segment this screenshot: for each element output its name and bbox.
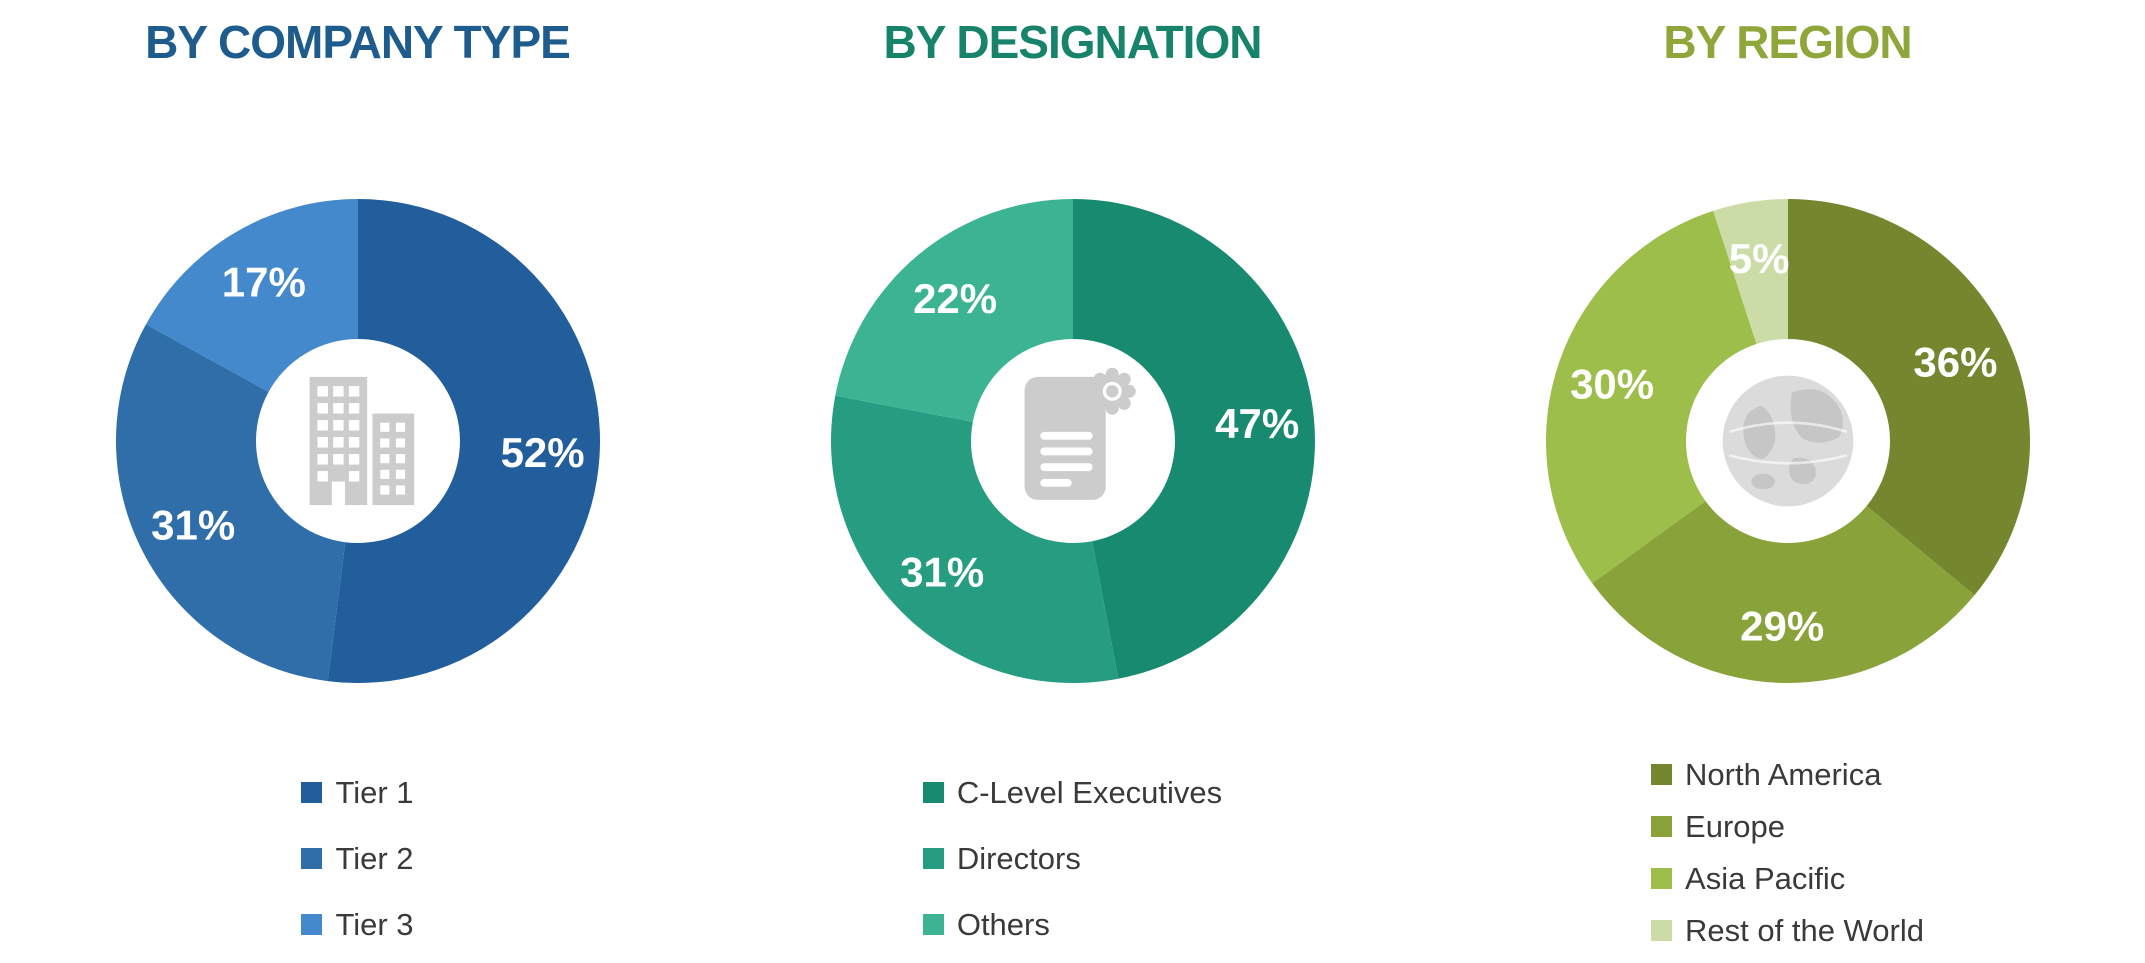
- legend-item-tier-1: Tier 1: [301, 773, 414, 813]
- legend-swatch-rest-of-the-world: [1651, 920, 1673, 942]
- region-legend: North America Europe Asia Pacific Rest of t…: [1651, 755, 1924, 951]
- slice-tier-2: [115, 324, 345, 681]
- slice-label-tier-2: 31%: [151, 501, 235, 548]
- slice-label-others: 22%: [913, 275, 997, 322]
- designation-legend: C-Level Executives Directors Others: [922, 773, 1223, 945]
- legend-label-tier-1: Tier 1: [335, 774, 414, 810]
- slice-label-north-america: 36%: [1913, 339, 1997, 386]
- slice-label-europe: 29%: [1740, 602, 1824, 649]
- slice-europe: [1591, 500, 1974, 683]
- slice-tier-3: [145, 198, 358, 392]
- legend-label-north-america: North America: [1685, 756, 1882, 792]
- company-type-legend: Tier 1 Tier 2 Tier 3: [301, 773, 414, 945]
- region-donut-chart: 36% 29% 30% 5%: [1538, 191, 2038, 691]
- legend-swatch-europe: [1651, 816, 1673, 838]
- legend-item-tier-3: Tier 3: [301, 905, 414, 945]
- slice-label-rest-of-the-world: 5%: [1728, 235, 1789, 282]
- slice-tier-1: [327, 198, 600, 683]
- legend-swatch-directors: [922, 848, 944, 870]
- company-type-donut-svg-host: 52% 31% 17%: [108, 191, 608, 691]
- designation-donut-chart: 47% 31% 22%: [823, 191, 1323, 691]
- region-chart-section: BY REGION 36% 29% 30% 5% North America Europ…: [1430, 0, 2145, 963]
- legend-swatch-tier-2: [301, 848, 323, 870]
- legend-swatch-tier-3: [301, 914, 323, 936]
- slice-north-america: [1787, 198, 2030, 596]
- by-designation-donut-svg: 47% 31% 22%: [830, 198, 1315, 683]
- slice-directors: [830, 395, 1118, 683]
- chart-title-designation: BY DESIGNATION: [883, 16, 1263, 68]
- region-donut-svg-host: 36% 29% 30% 5%: [1538, 191, 2038, 691]
- slice-label-tier-1: 52%: [500, 429, 584, 476]
- by-region-donut-svg: 36% 29% 30% 5%: [1545, 198, 2030, 683]
- legend-swatch-north-america: [1651, 764, 1673, 786]
- company-type-chart-section: BY COMPANY TYPE 52% 31% 17%: [0, 0, 715, 963]
- legend-label-tier-3: Tier 3: [335, 906, 414, 942]
- designation-donut-svg-host: 47% 31% 22%: [823, 191, 1323, 691]
- legend-item-asia-pacific: Asia Pacific: [1651, 859, 1845, 899]
- legend-item-c-level-executives: C-Level Executives: [922, 773, 1223, 813]
- legend-label-directors: Directors: [956, 840, 1081, 876]
- by-company-type-donut-svg: 52% 31% 17%: [115, 198, 600, 683]
- slice-rest-of-the-world: [1712, 198, 1788, 344]
- legend-item-north-america: North America: [1651, 755, 1881, 795]
- legend-item-tier-2: Tier 2: [301, 839, 414, 879]
- legend-label-tier-2: Tier 2: [335, 840, 414, 876]
- slice-label-directors: 31%: [900, 548, 984, 595]
- slice-others: [834, 198, 1073, 422]
- legend-item-directors: Directors: [922, 839, 1081, 879]
- company-type-donut-chart: 52% 31% 17%: [108, 191, 608, 691]
- slice-c-level-executives: [1072, 198, 1315, 679]
- legend-label-asia-pacific: Asia Pacific: [1685, 860, 1846, 896]
- chart-title-region: BY REGION: [1663, 16, 1912, 68]
- legend-swatch-others: [922, 914, 944, 936]
- legend-item-others: Others: [922, 905, 1050, 945]
- slice-label-c-level-executives: 47%: [1215, 400, 1299, 447]
- legend-swatch-c-level-executives: [922, 782, 944, 804]
- designation-chart-section: BY DESIGNATION 47% 31% 22%: [715, 0, 1430, 963]
- legend-label-c-level-executives: C-Level Executives: [956, 774, 1223, 810]
- legend-swatch-asia-pacific: [1651, 868, 1673, 890]
- slice-asia-pacific: [1545, 210, 1756, 584]
- chart-title-company-type: BY COMPANY TYPE: [145, 16, 571, 68]
- legend-label-rest-of-the-world: Rest of the World: [1685, 912, 1924, 948]
- legend-label-europe: Europe: [1685, 808, 1785, 844]
- slice-label-tier-3: 17%: [221, 258, 305, 305]
- legend-item-rest-of-the-world: Rest of the World: [1651, 911, 1924, 951]
- legend-item-europe: Europe: [1651, 807, 1785, 847]
- legend-label-others: Others: [956, 906, 1050, 942]
- slice-label-asia-pacific: 30%: [1570, 360, 1654, 407]
- legend-swatch-tier-1: [301, 782, 323, 804]
